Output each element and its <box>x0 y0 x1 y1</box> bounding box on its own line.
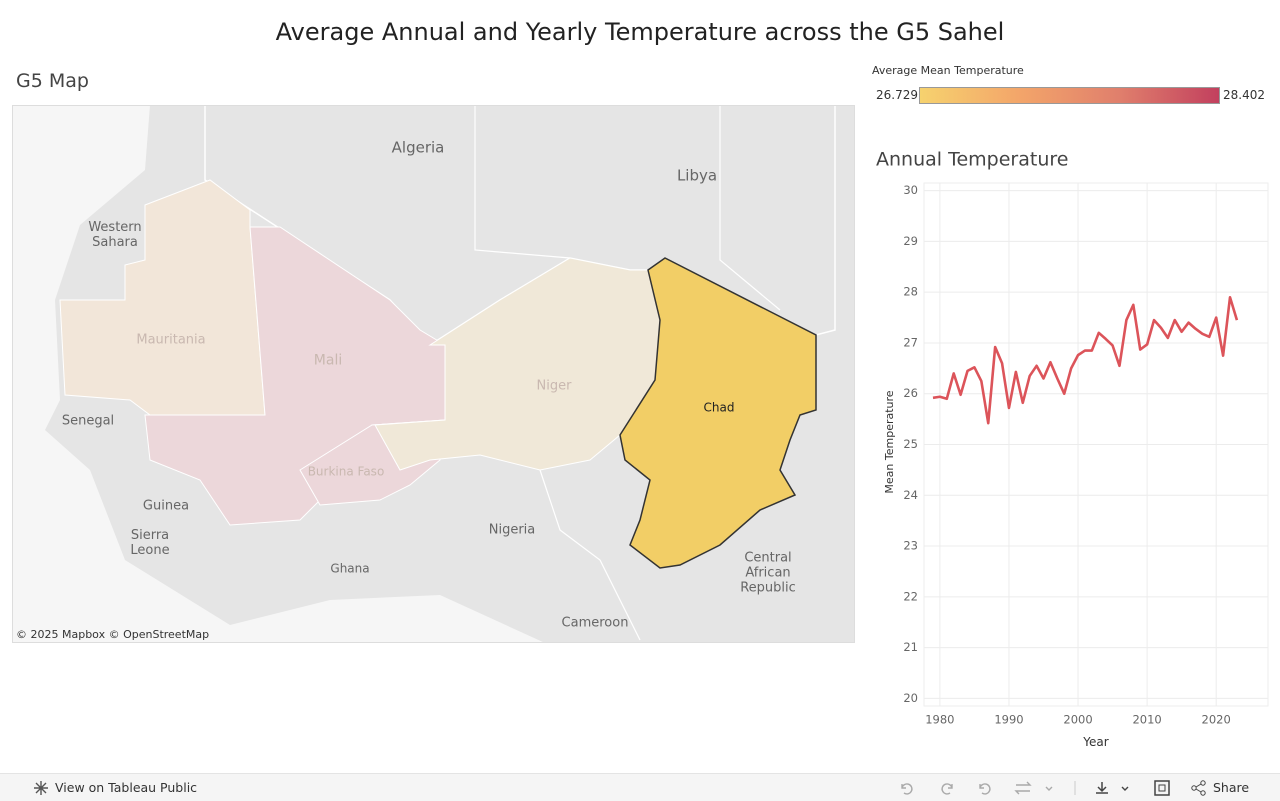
x-tick-label: 1980 <box>925 713 954 727</box>
map-label: Libya <box>676 166 718 185</box>
y-tick-label: 23 <box>903 539 918 553</box>
y-tick-label: 25 <box>903 437 918 451</box>
y-tick-label: 24 <box>903 488 918 502</box>
legend-max: 28.402 <box>1223 88 1265 102</box>
ocean <box>13 106 543 642</box>
map-label: Central African Republic <box>740 550 796 596</box>
border <box>474 106 571 259</box>
border <box>719 106 781 311</box>
y-tick-label: 27 <box>903 335 918 349</box>
niger[interactable] <box>374 257 661 471</box>
map-label: Cameroon <box>561 615 629 631</box>
x-axis-label: Year <box>1082 735 1108 749</box>
map-label: Ghana <box>330 561 370 576</box>
share-icon <box>1191 780 1206 796</box>
mauritania[interactable] <box>59 179 266 416</box>
y-tick-label: 28 <box>903 285 918 299</box>
chart-title: Annual Temperature <box>876 149 1068 171</box>
map-label: Niger <box>536 378 572 394</box>
y-tick-label: 22 <box>903 589 918 603</box>
border <box>539 469 641 641</box>
toolbar: View on Tableau Public Share <box>0 773 1280 801</box>
x-tick-label: 2020 <box>1202 713 1231 727</box>
undo[interactable] <box>901 783 913 795</box>
map-label: Burkina Faso <box>307 464 385 479</box>
map-title: G5 Map <box>16 70 89 92</box>
x-tick-label: 2010 <box>1132 713 1161 727</box>
x-tick-label: 1990 <box>994 713 1023 727</box>
dashboard-title: Average Annual and Yearly Temperature ac… <box>275 18 1005 46</box>
map-label: Algeria <box>391 138 445 157</box>
map-label: Sierra Leone <box>130 528 170 558</box>
y-tick-label: 30 <box>903 183 918 197</box>
chad[interactable] <box>619 257 817 569</box>
line <box>932 295 1239 425</box>
fullscreen[interactable] <box>1153 779 1171 797</box>
legend-min: 26.729 <box>876 88 918 102</box>
view-on-tableau[interactable]: View on Tableau Public <box>55 780 198 795</box>
map-label: Chad <box>703 400 735 415</box>
y-tick-label: 29 <box>903 234 918 248</box>
redo[interactable] <box>941 783 953 795</box>
y-axis-label: Mean Temperature <box>883 390 896 493</box>
y-tick-label: 20 <box>903 691 918 705</box>
map-label: Nigeria <box>488 522 536 538</box>
x-tick-label: 2000 <box>1063 713 1092 727</box>
map-label: Mauritania <box>136 332 206 348</box>
toolbar-icons <box>901 781 1129 795</box>
tableau-icon <box>34 781 48 795</box>
legend-gradient <box>919 87 1220 104</box>
download[interactable] <box>1096 782 1108 794</box>
map-label: Senegal <box>61 413 115 429</box>
legend-title: Average Mean Temperature <box>872 64 1024 77</box>
y-tick-label: 26 <box>903 386 918 400</box>
map[interactable]: Algeria Libya Western Sahara Mauritania Mali… <box>12 105 855 643</box>
y-tick-label: 21 <box>903 640 918 654</box>
map-label: Mali <box>313 352 343 369</box>
map-label: Western Sahara <box>88 220 142 250</box>
refresh[interactable] <box>1014 781 1032 795</box>
map-label: Guinea <box>142 498 190 514</box>
map-attribution: © 2025 Mapbox © OpenStreetMap <box>16 628 210 641</box>
line-chart: Annual Temperature Mean Temperature Year… <box>876 149 1269 749</box>
share[interactable]: Share <box>1213 780 1250 795</box>
map-shapes <box>13 106 854 642</box>
revert[interactable] <box>979 783 991 795</box>
